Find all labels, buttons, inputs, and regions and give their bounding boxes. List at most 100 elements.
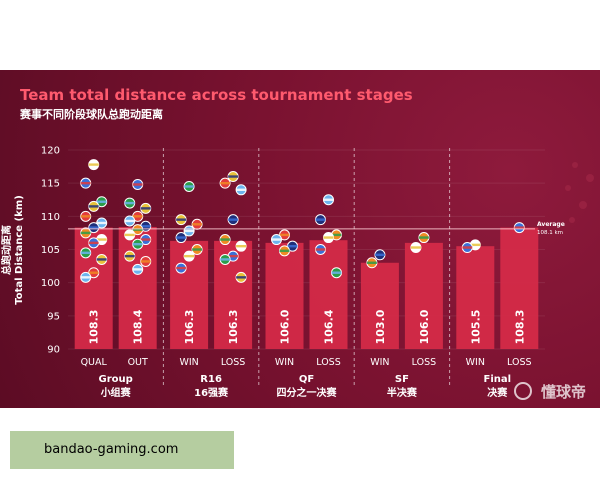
team-flag-stripe xyxy=(220,258,231,261)
team-flag-stripe xyxy=(236,276,247,279)
team-flag-stripe xyxy=(124,201,135,205)
bar-value-label: 103.0 xyxy=(374,309,387,344)
team-flag-stripe xyxy=(184,185,195,188)
team-flag-stripe xyxy=(88,271,99,274)
team-flag-stripe xyxy=(176,218,187,221)
group-label-cn: 决赛 xyxy=(487,386,508,399)
bar-qf-win xyxy=(265,242,304,349)
team-flag-stripe xyxy=(418,236,429,239)
x-tick-label: WIN xyxy=(370,357,389,368)
group-label: SF xyxy=(395,374,409,385)
team-flag-stripe xyxy=(96,258,107,261)
team-flag-stripe xyxy=(287,244,298,248)
team-flag-stripe xyxy=(279,233,290,237)
team-flag-stripe xyxy=(184,254,195,258)
team-flag-stripe xyxy=(220,181,231,185)
team-flag-stripe xyxy=(140,238,151,241)
chart-subtitle: 赛事不同阶段球队总跑动距离 xyxy=(20,108,163,121)
average-label: Average xyxy=(537,221,565,228)
team-flag-stripe xyxy=(374,253,385,257)
x-tick-label: LOSS xyxy=(316,357,341,368)
decor-dot xyxy=(586,174,594,182)
bar-value-label: 105.5 xyxy=(469,310,482,345)
bar-qf-loss xyxy=(309,240,348,349)
team-flag-stripe xyxy=(279,249,290,253)
team-flag-stripe xyxy=(176,236,187,239)
bar-value-label: 106.0 xyxy=(279,309,292,344)
team-flag-stripe xyxy=(366,261,377,264)
decor-dot xyxy=(579,201,587,209)
group-label: R16 xyxy=(200,374,222,385)
team-flag-stripe xyxy=(271,238,282,241)
y-axis-label-cn: 总跑动距离 xyxy=(0,225,13,275)
y-tick-label: 105 xyxy=(41,245,60,256)
x-tick-label: WIN xyxy=(466,357,485,368)
group-label-cn: 16强赛 xyxy=(194,386,229,399)
team-flag-stripe xyxy=(96,200,107,203)
team-flag-stripe xyxy=(80,276,91,279)
x-tick-label: QUAL xyxy=(81,357,108,368)
group-label: QF xyxy=(299,374,314,385)
team-flag-stripe xyxy=(236,244,247,248)
source-text: bandao-gaming.com xyxy=(44,442,179,457)
x-tick-label: LOSS xyxy=(221,357,246,368)
team-flag-stripe xyxy=(514,226,525,229)
team-flag-stripe xyxy=(88,205,99,208)
bar-sf-win xyxy=(360,262,399,349)
decor-dot xyxy=(572,162,578,168)
team-flag-stripe xyxy=(132,215,143,218)
x-tick-label: WIN xyxy=(275,357,294,368)
source-footer: bandao-gaming.com xyxy=(10,431,234,469)
x-tick-label: LOSS xyxy=(507,357,532,368)
team-flag-stripe xyxy=(228,254,239,258)
team-flag-stripe xyxy=(315,248,326,251)
team-flag-stripe xyxy=(140,225,151,228)
y-tick-label: 120 xyxy=(41,146,60,157)
team-flag-stripe xyxy=(132,228,143,231)
team-markers xyxy=(80,159,525,283)
team-flag-stripe xyxy=(132,242,143,246)
watermark: 懂球帝 xyxy=(540,383,586,401)
team-flag-stripe xyxy=(80,251,91,255)
team-flag-stripe xyxy=(323,198,334,201)
x-tick-label: OUT xyxy=(128,357,148,368)
chart-title: Team total distance across tournament st… xyxy=(20,86,413,104)
team-flag-stripe xyxy=(80,231,91,235)
decor-dot xyxy=(569,217,575,223)
team-flag-stripe xyxy=(140,260,151,263)
team-flag-stripe xyxy=(470,243,481,247)
team-flag-stripe xyxy=(462,246,473,249)
group-label-cn: 小组赛 xyxy=(100,386,132,399)
team-flag-stripe xyxy=(88,241,99,245)
group-label: Group xyxy=(99,374,133,385)
bar-value-label: 108.4 xyxy=(132,309,145,344)
y-axis-label: Total Distance (km) xyxy=(14,195,25,305)
x-tick-label: WIN xyxy=(179,357,198,368)
bar-chart: 108.3 108.4 106.3 106.3 106.0 106.4 103.0 106.0… xyxy=(0,146,594,399)
bar-value-label: 106.4 xyxy=(323,309,336,344)
bar-value-label: 106.0 xyxy=(418,309,431,344)
team-flag-stripe xyxy=(88,163,99,166)
axes: 90 95 100 105 110 115 120 Total Distance (km)总跑… xyxy=(0,146,60,356)
team-flag-stripe xyxy=(124,233,135,237)
team-flag-stripe xyxy=(80,215,91,218)
group-label-cn: 四分之一决赛 xyxy=(277,386,338,399)
y-tick-label: 100 xyxy=(41,278,60,289)
average-line-group: Average 108.1 km xyxy=(68,221,565,236)
decorative-pattern xyxy=(565,162,594,223)
team-flag-stripe xyxy=(88,226,99,229)
bar-final-loss xyxy=(500,227,539,349)
team-flag-stripe xyxy=(124,254,135,258)
team-flag-stripe xyxy=(132,268,143,271)
team-flag-stripe xyxy=(228,175,239,178)
team-flag-stripe xyxy=(96,221,107,225)
bar-value-label: 108.3 xyxy=(513,310,526,345)
y-tick-label: 95 xyxy=(47,311,60,322)
decor-dot xyxy=(565,185,571,191)
group-label: Final xyxy=(484,374,512,385)
team-flag-stripe xyxy=(192,223,203,226)
team-flag-stripe xyxy=(323,236,334,239)
chart-card: 108.3 108.4 106.3 106.3 106.0 106.4 103.0 106.0… xyxy=(0,70,600,408)
team-flag-stripe xyxy=(331,271,342,274)
